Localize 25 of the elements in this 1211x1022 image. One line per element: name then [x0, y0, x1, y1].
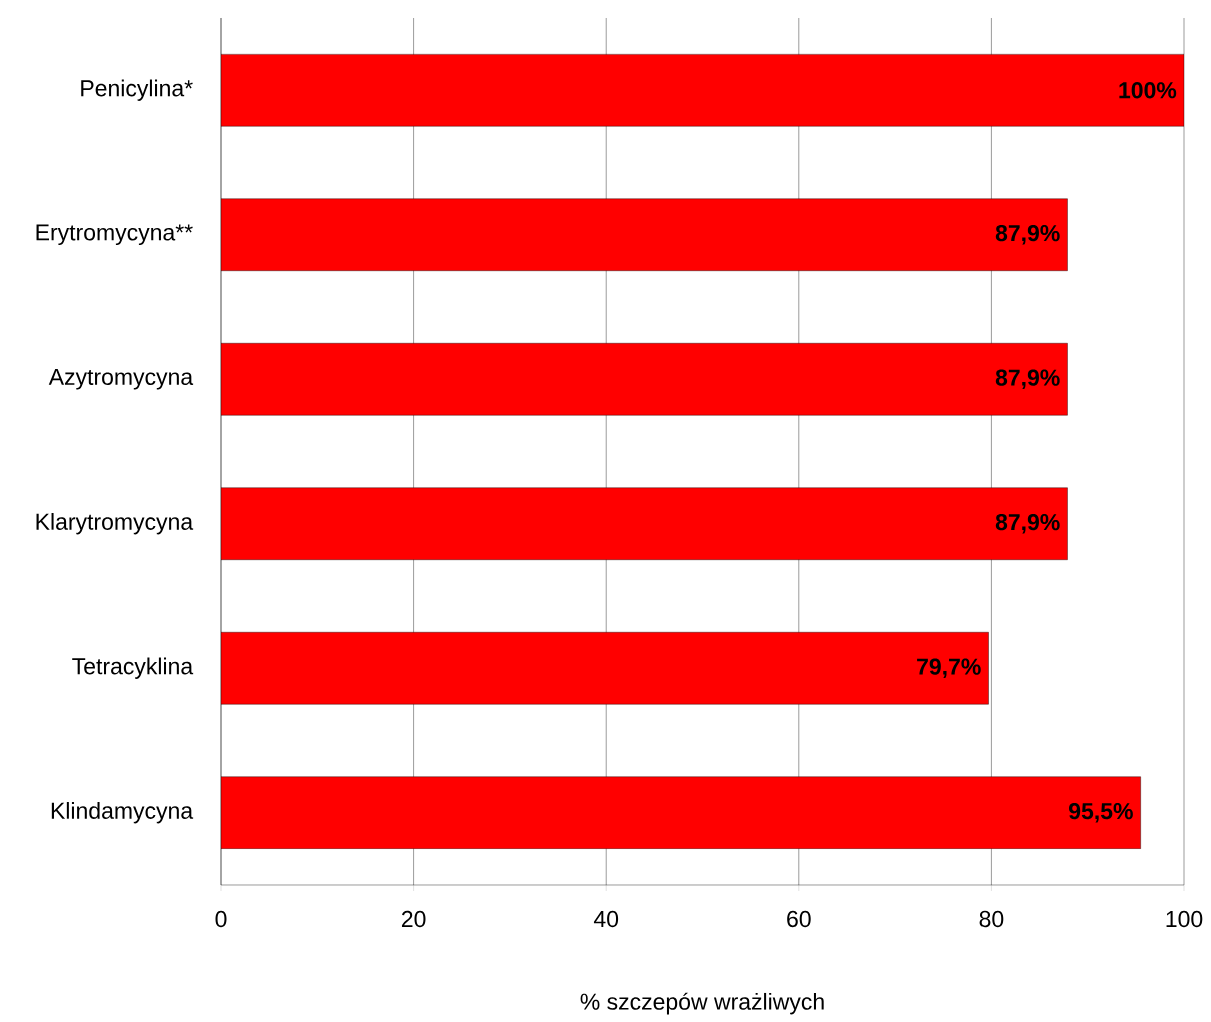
data-label: 100% — [1119, 82, 1177, 99]
bar — [221, 632, 989, 705]
data-label: 87,9% — [995, 224, 1060, 245]
bar — [221, 487, 1068, 560]
x-tick-label: 40 — [593, 910, 619, 928]
bar — [221, 343, 1068, 416]
y-tick-label: Erytromycyna** — [36, 224, 193, 246]
data-label: 79,7% — [917, 658, 981, 679]
data-label: 87,9% — [995, 513, 1060, 534]
x-tick-label: 0 — [215, 910, 227, 928]
x-tick-label: 100 — [1166, 910, 1203, 928]
x-tick-label: 80 — [979, 910, 1004, 928]
bar — [221, 54, 1184, 127]
bar — [221, 776, 1141, 849]
y-tick-label: Tetracyklina — [72, 657, 194, 679]
y-tick-label: Azytromycyna — [48, 368, 194, 390]
x-axis-title: % szczepów wrażliwych — [580, 992, 824, 1015]
bar — [221, 198, 1068, 271]
data-label: 95,5% — [1069, 802, 1133, 823]
y-tick-label: Penicylina* — [81, 79, 193, 101]
y-tick-label: Klindamycyna — [51, 802, 194, 824]
x-tick-label: 20 — [401, 910, 426, 928]
x-tick-label: 60 — [787, 910, 811, 928]
data-label: 87,9% — [995, 369, 1060, 390]
y-tick-label: Klarytromycyna — [36, 513, 194, 535]
